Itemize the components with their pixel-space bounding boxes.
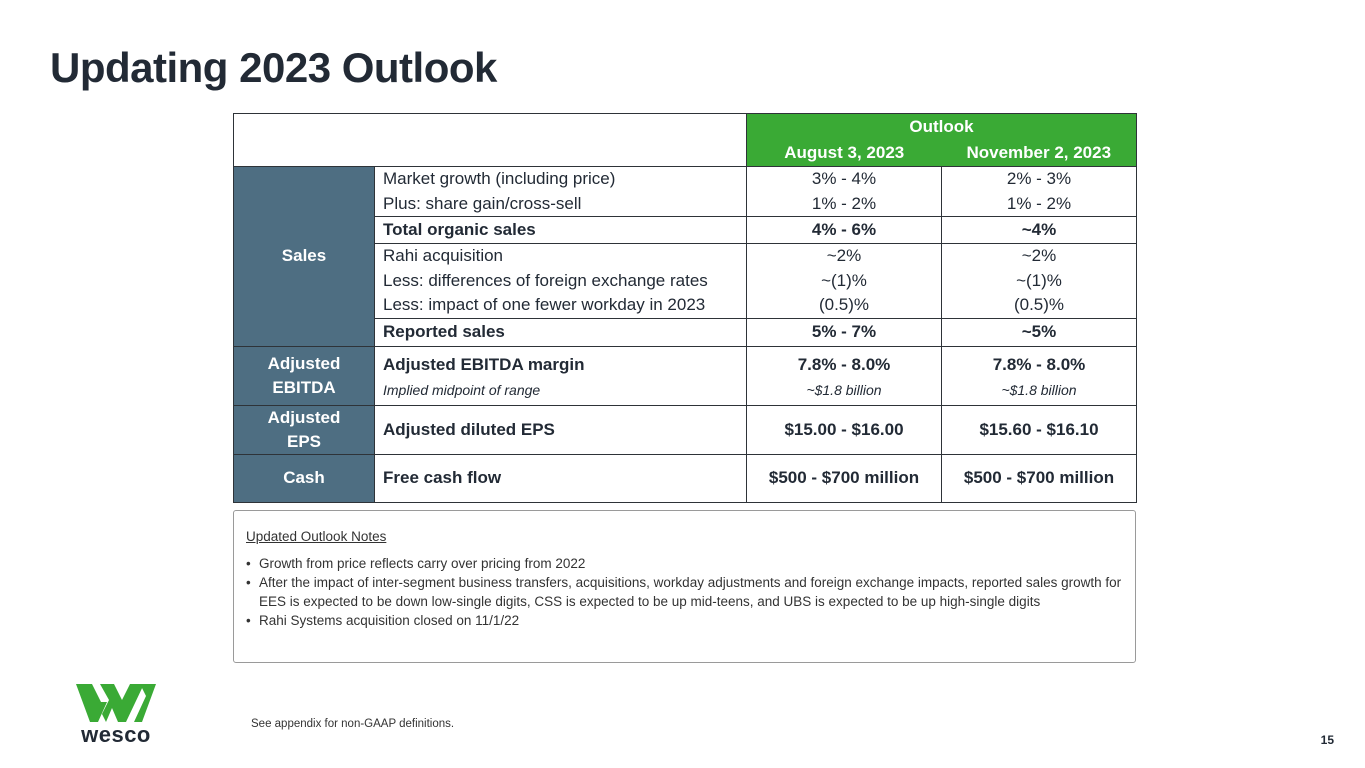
table-row: Rahi acquisition Less: differences of fo… bbox=[234, 243, 1137, 319]
category-line: EBITDA bbox=[272, 377, 336, 397]
outlook-notes-box: Updated Outlook Notes Growth from price … bbox=[233, 510, 1136, 663]
value: 1% - 2% bbox=[811, 193, 877, 213]
value: 5% - 7% bbox=[746, 317, 942, 347]
item-label: Reported sales bbox=[374, 317, 747, 347]
value: 7.8% - 8.0% bbox=[992, 354, 1086, 374]
table-row: Sales Market growth (including price) Pl… bbox=[233, 166, 1137, 347]
item-label: Adjusted diluted EPS bbox=[374, 404, 747, 455]
list-item: After the impact of inter-segment busine… bbox=[246, 573, 1123, 611]
outlook-table: Outlook August 3, 2023 November 2, 2023 … bbox=[233, 113, 1137, 503]
value: ~4% bbox=[941, 216, 1137, 244]
table-row: Adjusted EBITDA Adjusted EBITDA margin I… bbox=[233, 345, 1137, 406]
item-label: Adjusted EBITDA margin bbox=[383, 354, 585, 374]
value: (0.5)% bbox=[1013, 295, 1065, 314]
november-values: 2% - 3% 1% - 2% bbox=[941, 166, 1137, 217]
november-values: ~2% ~(1)% (0.5)% bbox=[941, 243, 1137, 319]
august-values: 3% - 4% 1% - 2% bbox=[746, 166, 942, 217]
value: 3% - 4% bbox=[811, 169, 877, 188]
header-blank-cell bbox=[233, 113, 747, 167]
item-label: Total organic sales bbox=[374, 216, 747, 244]
november-values: 7.8% - 8.0% ~$1.8 billion bbox=[941, 345, 1137, 406]
august-values: ~2% ~(1)% (0.5)% bbox=[746, 243, 942, 319]
value: $15.00 - $16.00 bbox=[746, 404, 942, 455]
table-header-row: Outlook August 3, 2023 November 2, 2023 bbox=[233, 113, 1137, 167]
sub-value: ~$1.8 billion bbox=[1001, 381, 1077, 398]
outlook-label: Outlook bbox=[909, 117, 974, 136]
page-number: 15 bbox=[1320, 733, 1334, 747]
category-line: Adjusted bbox=[267, 353, 341, 373]
page-title: Updating 2023 Outlook bbox=[50, 44, 497, 91]
august-values: 7.8% - 8.0% ~$1.8 billion bbox=[746, 345, 942, 406]
category-line: Adjusted bbox=[267, 407, 341, 427]
notes-list: Growth from price reflects carry over pr… bbox=[246, 554, 1123, 630]
list-item: Rahi Systems acquisition closed on 11/1/… bbox=[246, 611, 1123, 630]
value: ~2% bbox=[826, 246, 862, 265]
row-items: Adjusted EBITDA margin Implied midpoint … bbox=[374, 345, 747, 406]
column-header-august: August 3, 2023 bbox=[784, 143, 905, 162]
table-row: Cash Free cash flow $500 - $700 million … bbox=[233, 453, 1137, 503]
item-label: Less: impact of one fewer workday in 202… bbox=[383, 295, 706, 314]
item-label: Free cash flow bbox=[374, 453, 747, 503]
sub-value: ~$1.8 billion bbox=[806, 381, 882, 398]
item-label: Plus: share gain/cross-sell bbox=[383, 193, 582, 213]
value: $15.60 - $16.10 bbox=[941, 404, 1137, 455]
value: ~(1)% bbox=[1016, 270, 1062, 290]
item-label: Rahi acquisition bbox=[383, 246, 504, 265]
category-cash: Cash bbox=[233, 453, 375, 503]
list-item: Growth from price reflects carry over pr… bbox=[246, 554, 1123, 573]
value: (0.5)% bbox=[818, 295, 870, 314]
logo-wordmark: wesco bbox=[81, 722, 151, 747]
row-items: Market growth (including price) Plus: sh… bbox=[374, 166, 747, 217]
wesco-logo-icon bbox=[76, 684, 156, 722]
footnote: See appendix for non-GAAP definitions. bbox=[251, 718, 455, 730]
column-header-november: November 2, 2023 bbox=[966, 143, 1112, 162]
outlook-header: Outlook August 3, 2023 November 2, 2023 bbox=[746, 113, 1137, 167]
item-sublabel: Implied midpoint of range bbox=[383, 381, 541, 398]
value: ~(1)% bbox=[821, 270, 867, 290]
category-adjusted-eps: Adjusted EPS bbox=[233, 404, 375, 455]
value: $500 - $700 million bbox=[746, 453, 942, 503]
value: 2% - 3% bbox=[1006, 169, 1072, 188]
row-items: Rahi acquisition Less: differences of fo… bbox=[374, 243, 747, 319]
notes-heading: Updated Outlook Notes bbox=[246, 529, 387, 544]
table-row: Total organic sales 4% - 6% ~4% bbox=[234, 216, 1137, 244]
item-label: Less: differences of foreign exchange ra… bbox=[383, 270, 708, 290]
item-label: Market growth (including price) bbox=[383, 169, 616, 188]
category-line: EPS bbox=[286, 431, 322, 451]
value: 7.8% - 8.0% bbox=[797, 354, 891, 374]
value: 4% - 6% bbox=[746, 216, 942, 244]
value: ~2% bbox=[1021, 246, 1057, 265]
value: $500 - $700 million bbox=[941, 453, 1137, 503]
table-row: Adjusted EPS Adjusted diluted EPS $15.00… bbox=[233, 404, 1137, 455]
value: 1% - 2% bbox=[1006, 193, 1072, 213]
value: ~5% bbox=[941, 317, 1137, 347]
category-sales: Sales bbox=[233, 166, 375, 347]
category-adjusted-ebitda: Adjusted EBITDA bbox=[233, 345, 375, 406]
